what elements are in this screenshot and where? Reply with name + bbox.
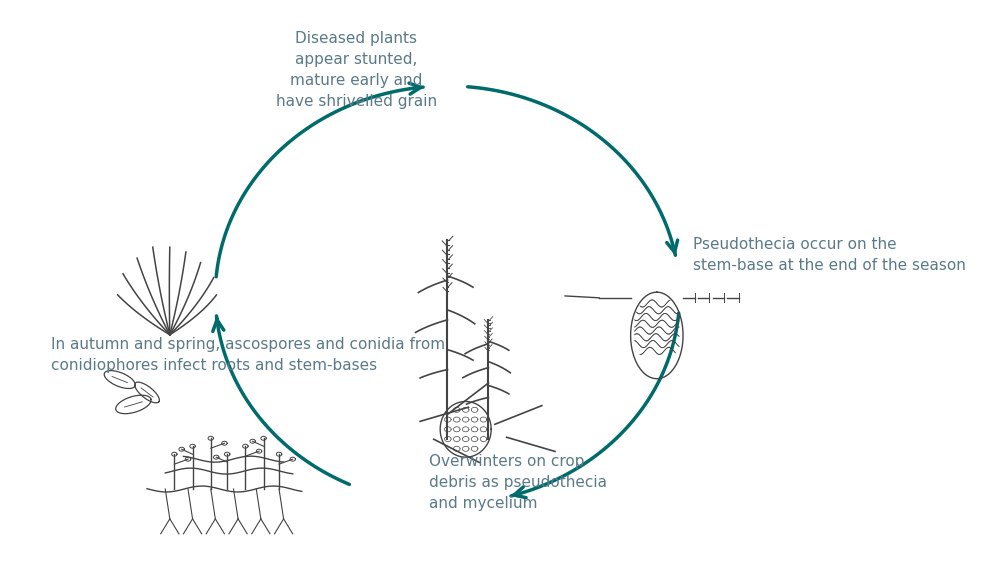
Text: Diseased plants
appear stunted,
mature early and
have shrivelled grain: Diseased plants appear stunted, mature e… (276, 31, 437, 109)
Text: Pseudothecia occur on the
stem-base at the end of the season: Pseudothecia occur on the stem-base at t… (693, 237, 966, 273)
Text: Overwinters on crop
debris as pseudothecia
and mycelium: Overwinters on crop debris as pseudothec… (429, 454, 607, 511)
Text: In autumn and spring, ascospores and conidia from
conidiophores infect roots and: In autumn and spring, ascospores and con… (51, 337, 446, 373)
